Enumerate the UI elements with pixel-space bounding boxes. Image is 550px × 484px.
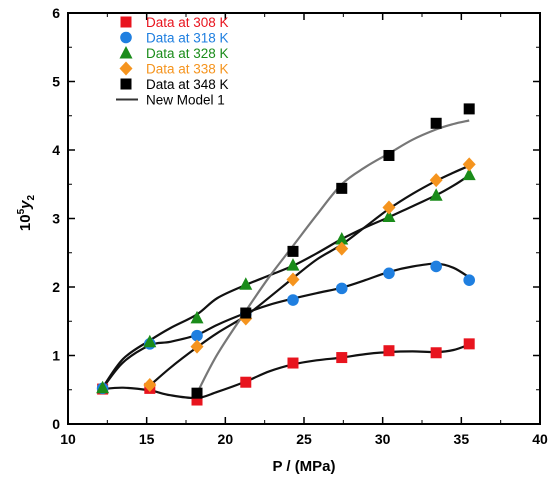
data-point — [287, 357, 299, 369]
data-point — [462, 167, 476, 181]
x-tick-label: 15 — [139, 431, 155, 447]
legend-label: New Model 1 — [146, 93, 225, 108]
data-point — [336, 352, 348, 364]
data-point — [191, 387, 203, 399]
data-point — [429, 173, 443, 188]
legend-label: Data at 338 K — [146, 62, 229, 77]
model-curve — [101, 262, 470, 390]
data-point — [287, 294, 299, 306]
data-point — [463, 103, 475, 115]
data-point — [240, 307, 252, 319]
data-point — [383, 267, 395, 280]
legend-marker — [119, 46, 133, 59]
data-point — [286, 272, 300, 287]
data-point — [191, 329, 203, 342]
legend-marker — [119, 61, 133, 76]
data-point — [463, 274, 476, 286]
legend-label: Data at 318 K — [146, 31, 229, 46]
data-markers — [96, 103, 476, 406]
x-tick-label: 10 — [60, 431, 76, 447]
y-axis-label-sub: 2 — [26, 194, 37, 200]
x-axis-label: P / (MPa) — [272, 458, 335, 475]
x-tick-label: 30 — [375, 431, 391, 447]
data-point — [335, 282, 348, 295]
data-point — [335, 241, 349, 256]
y-axis-label-exp: 5 — [16, 208, 27, 214]
data-point — [240, 376, 252, 388]
axis-ticks: 10 15 20 25 30 35 40 0 1 2 3 4 5 6 — [52, 5, 548, 447]
y-tick-label: 5 — [52, 74, 60, 90]
y-axis-label: 105y2 — [16, 194, 37, 231]
data-point — [335, 232, 349, 245]
legend-label: Data at 348 K — [146, 77, 229, 92]
y-tick-label: 0 — [52, 416, 60, 432]
data-point — [287, 245, 299, 257]
data-point — [190, 339, 204, 354]
data-point — [143, 334, 157, 348]
y-tick-label: 3 — [52, 211, 60, 227]
y-tick-label: 6 — [52, 5, 60, 21]
y-axis-label-base: 10 — [17, 214, 34, 231]
y-tick-label: 1 — [52, 348, 60, 364]
x-tick-label: 25 — [296, 431, 312, 447]
data-point — [430, 347, 442, 359]
y-axis-label-var: y — [17, 200, 34, 210]
data-point — [190, 310, 204, 324]
model-curve — [102, 343, 470, 400]
y-tick-label: 2 — [52, 279, 60, 295]
data-point — [463, 338, 475, 350]
data-point — [383, 149, 395, 161]
legend-marker — [120, 16, 132, 28]
data-point — [191, 394, 203, 406]
legend-label: Data at 308 K — [146, 15, 229, 30]
data-point — [336, 182, 348, 194]
data-point — [383, 345, 395, 357]
legend-label: Data at 328 K — [146, 46, 229, 61]
x-tick-label: 35 — [454, 431, 470, 447]
model-curve — [149, 164, 470, 387]
model-curve — [101, 174, 470, 389]
data-point — [96, 380, 110, 394]
data-point — [429, 188, 443, 201]
x-tick-label: 40 — [532, 431, 548, 447]
data-point — [382, 209, 396, 222]
legend-marker — [120, 78, 132, 90]
data-point — [143, 377, 157, 392]
data-point — [239, 277, 253, 290]
data-point — [286, 258, 300, 271]
model-curves — [101, 119, 470, 400]
legend-marker — [120, 31, 132, 44]
data-point — [430, 117, 442, 129]
x-tick-label: 20 — [218, 431, 234, 447]
data-point — [430, 260, 442, 273]
data-point — [462, 157, 476, 172]
data-point — [382, 200, 396, 215]
y-tick-label: 4 — [52, 142, 60, 158]
